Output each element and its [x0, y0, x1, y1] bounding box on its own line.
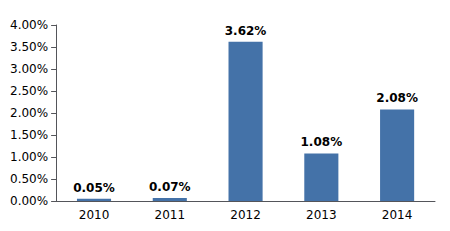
svg-text:0.00%: 0.00%: [10, 194, 48, 208]
svg-text:3.62%: 3.62%: [225, 24, 267, 38]
svg-text:2012: 2012: [230, 208, 261, 222]
svg-text:2013: 2013: [306, 208, 337, 222]
svg-text:2011: 2011: [155, 208, 186, 222]
svg-text:1.00%: 1.00%: [10, 150, 48, 164]
svg-text:2014: 2014: [382, 208, 413, 222]
svg-text:3.50%: 3.50%: [10, 40, 48, 54]
svg-text:1.08%: 1.08%: [301, 135, 343, 149]
svg-text:2.50%: 2.50%: [10, 84, 48, 98]
svg-text:2.08%: 2.08%: [376, 91, 418, 105]
svg-text:2010: 2010: [79, 208, 110, 222]
svg-text:0.07%: 0.07%: [149, 180, 191, 194]
svg-text:2.00%: 2.00%: [10, 106, 48, 120]
svg-text:1.50%: 1.50%: [10, 128, 48, 142]
svg-text:3.00%: 3.00%: [10, 62, 48, 76]
svg-text:4.00%: 4.00%: [10, 18, 48, 32]
svg-text:0.05%: 0.05%: [73, 181, 115, 195]
svg-text:0.50%: 0.50%: [10, 172, 48, 186]
